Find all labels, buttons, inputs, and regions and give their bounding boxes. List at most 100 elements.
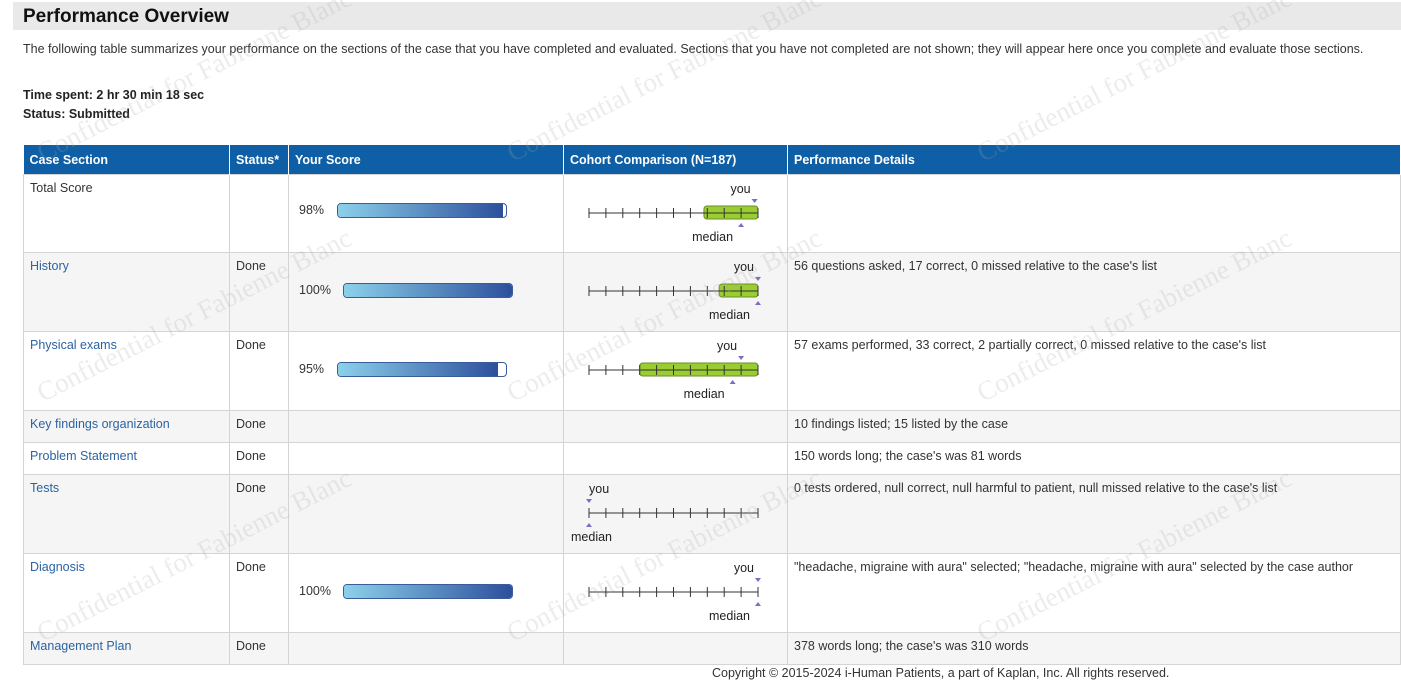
cell-cohort-comparison	[563, 442, 788, 475]
table-header-row: Case Section Status* Your Score Cohort C…	[23, 145, 1401, 175]
table-row: Tests Done you median 0 tests ordered, null …	[23, 474, 1401, 554]
cell-cohort-comparison	[563, 632, 788, 665]
cell-status: Done	[229, 252, 289, 332]
details-text: 56 questions asked, 17 correct, 0 missed…	[794, 259, 1157, 273]
cohort-chart: you median	[588, 260, 761, 322]
cell-status: Done	[229, 331, 289, 411]
cell-performance-details	[787, 174, 1401, 253]
median-label: median	[684, 387, 725, 401]
cell-case-section: Problem Statement	[23, 442, 230, 475]
header-case-section: Case Section	[23, 145, 230, 175]
cell-case-section: Tests	[23, 474, 230, 554]
cell-case-section: Diagnosis	[23, 553, 230, 633]
section-link[interactable]: History	[30, 259, 69, 273]
score-bar	[337, 362, 507, 377]
median-marker	[729, 380, 736, 384]
cell-status: Done	[229, 632, 289, 665]
header-performance-details: Performance Details	[787, 145, 1401, 175]
score-percent: 100%	[299, 283, 331, 297]
cell-cohort-comparison	[563, 410, 788, 443]
table-row: Key findings organization Done 10 findings…	[23, 410, 1401, 443]
score-bar	[343, 283, 513, 298]
cell-performance-details: 56 questions asked, 17 correct, 0 missed…	[787, 252, 1401, 332]
section-link[interactable]: Problem Statement	[30, 449, 137, 463]
median-marker	[738, 223, 745, 227]
cell-performance-details: 378 words long; the case's was 310 words	[787, 632, 1401, 665]
median-marker	[755, 602, 761, 606]
you-marker	[755, 277, 761, 281]
status-text: Done	[236, 639, 266, 653]
cell-performance-details: 10 findings listed; 15 listed by the cas…	[787, 410, 1401, 443]
cell-status	[229, 174, 289, 253]
you-marker	[738, 356, 745, 360]
cell-cohort-comparison: you median	[563, 474, 788, 554]
details-text: 0 tests ordered, null correct, null harm…	[794, 481, 1278, 495]
cell-your-score	[288, 442, 564, 475]
score-bar	[337, 203, 507, 218]
details-text: 150 words long; the case's was 81 words	[794, 449, 1022, 463]
you-label: you	[589, 482, 609, 496]
header-status: Status*	[229, 145, 289, 175]
section-link[interactable]: Tests	[30, 481, 60, 495]
status-text: Done	[236, 481, 266, 495]
status-text: Done	[236, 560, 266, 574]
table-row: Management Plan Done 378 words long; the c…	[23, 632, 1401, 665]
cell-performance-details: 0 tests ordered, null correct, null harm…	[787, 474, 1401, 554]
details-text: 57 exams performed, 33 correct, 2 partia…	[794, 338, 1267, 352]
cell-performance-details: "headache, migraine with aura" selected;…	[787, 553, 1401, 633]
table-row: Total Score 98% you median	[23, 174, 1401, 253]
you-marker	[586, 499, 592, 503]
cohort-chart: you median	[588, 182, 759, 244]
details-text: 10 findings listed; 15 listed by the cas…	[794, 417, 1009, 431]
cell-status: Done	[229, 474, 289, 554]
cell-your-score: 100%	[288, 553, 564, 633]
performance-table: Case Section Status* Your Score Cohort C…	[23, 145, 1401, 665]
table-row: Problem Statement Done 150 words long; the…	[23, 442, 1401, 475]
cell-performance-details: 57 exams performed, 33 correct, 2 partia…	[787, 331, 1401, 411]
intro-text: The following table summarizes your perf…	[23, 42, 1364, 56]
cohort-chart: you median	[588, 561, 761, 623]
score-bar	[343, 584, 513, 599]
score-bar-fill	[344, 585, 512, 598]
status-text: Done	[236, 449, 266, 463]
you-label: you	[734, 561, 754, 575]
cohort-chart: you median	[571, 482, 759, 544]
cell-case-section: Physical exams	[23, 331, 230, 411]
submission-status: Status: Submitted	[23, 107, 130, 121]
cell-case-section: Management Plan	[23, 632, 230, 665]
score-bar-fill	[338, 204, 503, 217]
median-marker	[755, 301, 761, 305]
you-label: you	[717, 339, 737, 353]
you-marker	[755, 578, 761, 582]
section-link[interactable]: Physical exams	[30, 338, 117, 352]
section-link[interactable]: Diagnosis	[30, 560, 85, 574]
cell-cohort-comparison: you median	[563, 331, 788, 411]
section-link[interactable]: Key findings organization	[30, 417, 170, 431]
score-percent: 98%	[299, 203, 325, 217]
cell-case-section: Total Score	[23, 174, 230, 253]
median-label: median	[692, 230, 733, 244]
median-marker	[586, 523, 592, 527]
cohort-chart: you median	[588, 339, 759, 401]
header-your-score: Your Score	[288, 145, 564, 175]
cell-performance-details: 150 words long; the case's was 81 words	[787, 442, 1401, 475]
median-label: median	[709, 609, 750, 623]
median-label: median	[709, 308, 750, 322]
time-spent: Time spent: 2 hr 30 min 18 sec	[23, 88, 205, 102]
cell-your-score	[288, 474, 564, 554]
cell-cohort-comparison: you median	[563, 252, 788, 332]
you-label: you	[734, 260, 754, 274]
page-header: Performance Overview	[13, 2, 1401, 30]
score-percent: 95%	[299, 362, 325, 376]
cell-your-score	[288, 410, 564, 443]
section-label: Total Score	[30, 181, 93, 195]
cell-status: Done	[229, 553, 289, 633]
details-text: "headache, migraine with aura" selected;…	[794, 560, 1354, 574]
status-text: Done	[236, 338, 266, 352]
cell-case-section: Key findings organization	[23, 410, 230, 443]
you-marker	[751, 199, 758, 203]
status-text: Done	[236, 259, 266, 273]
you-label: you	[730, 182, 750, 196]
section-link[interactable]: Management Plan	[30, 639, 132, 653]
cell-your-score	[288, 632, 564, 665]
